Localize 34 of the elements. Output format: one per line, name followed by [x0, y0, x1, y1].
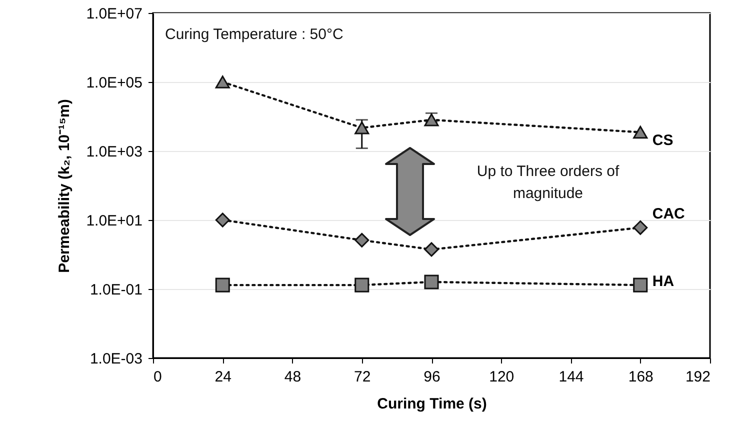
- y-axis-title: Permeability (k₂, 10⁻¹⁵m): [56, 99, 74, 273]
- series-label: CAC: [652, 206, 686, 223]
- point: [215, 76, 230, 88]
- y-tick-label: 1.0E-03: [90, 350, 142, 368]
- x-tick-label: 96: [424, 368, 440, 386]
- y-tick-label: 1.0E+01: [86, 212, 142, 230]
- point: [215, 212, 230, 228]
- y-tick-label: 1.0E+07: [86, 6, 142, 22]
- point: [633, 278, 648, 292]
- point: [424, 113, 439, 126]
- annotation: Up to Three orders of magnitude: [476, 163, 620, 202]
- x-tick-label: 0: [154, 368, 162, 386]
- x-tick-label: 192: [685, 368, 710, 386]
- point: [354, 232, 370, 248]
- x-tick-label: 120: [489, 368, 514, 386]
- y-tick-label: 1.0E+05: [86, 74, 142, 92]
- series-label: CS: [652, 132, 674, 150]
- annotation: Curing Temperature : 50°C: [165, 26, 344, 43]
- series-label: HA: [652, 273, 674, 290]
- point: [424, 274, 439, 290]
- point: [633, 126, 648, 139]
- x-tick-label: 168: [628, 368, 654, 386]
- point: [424, 242, 439, 257]
- x-tick-label: 144: [558, 368, 584, 386]
- y-tick-label: 1.0E+03: [86, 144, 142, 160]
- point: [354, 278, 370, 292]
- y-tick-label: 1.0E-01: [90, 282, 142, 298]
- point: [354, 121, 370, 134]
- x-tick-label: 24: [214, 368, 232, 386]
- x-axis-title: Curing Time (s): [377, 396, 487, 412]
- point: [215, 278, 230, 292]
- x-tick-label: 72: [354, 368, 371, 386]
- point: [633, 220, 648, 235]
- x-tick-label: 48: [284, 368, 302, 386]
